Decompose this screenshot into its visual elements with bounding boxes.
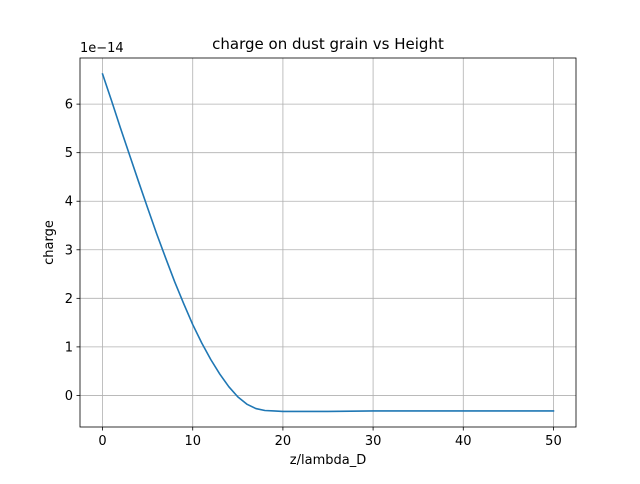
y-tick-label: 2 — [65, 292, 73, 307]
x-tick-label: 40 — [455, 434, 472, 449]
x-tick-label: 10 — [184, 434, 201, 449]
y-tick-label: 1 — [65, 340, 73, 355]
y-axis-offset-label: 1e−14 — [80, 41, 124, 56]
x-tick-label: 0 — [98, 434, 106, 449]
plot-area — [80, 58, 576, 427]
chart-title: charge on dust grain vs Height — [212, 35, 444, 53]
y-tick-label: 6 — [65, 98, 73, 113]
y-tick-label: 0 — [65, 389, 73, 404]
y-tick-label: 5 — [65, 146, 73, 161]
series-line — [101, 73, 555, 413]
x-tick-label: 20 — [275, 434, 292, 449]
y-tick-label: 4 — [65, 195, 73, 210]
y-axis-label: charge — [42, 220, 57, 265]
series-layer — [101, 73, 555, 413]
x-axis-label: z/lambda_D — [290, 453, 366, 468]
y-tick-label: 3 — [65, 243, 73, 258]
plot-frame — [79, 57, 577, 428]
y-axis: 0 1 2 3 4 5 6 — [65, 98, 80, 404]
x-tick-label: 50 — [545, 434, 562, 449]
x-tick-label: 30 — [365, 434, 382, 449]
x-axis: 0 10 20 30 40 50 — [98, 427, 562, 449]
grid — [80, 58, 576, 427]
